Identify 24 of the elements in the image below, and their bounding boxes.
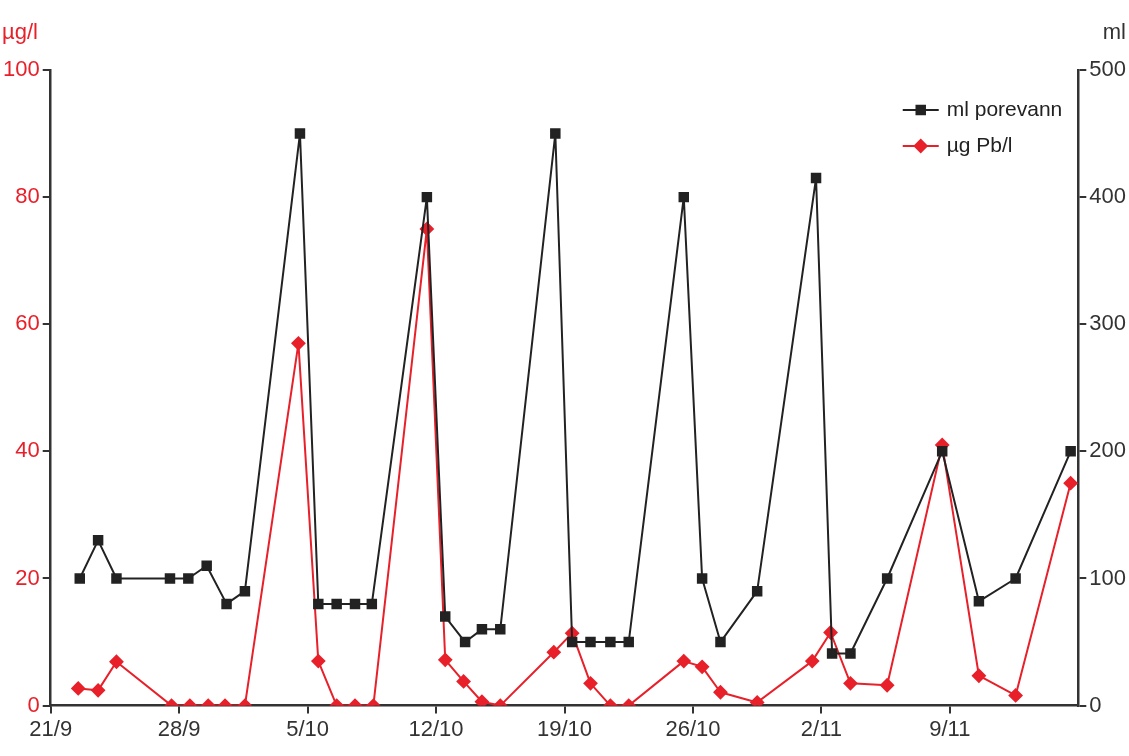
y-tick-label: 0 [27, 691, 40, 717]
y-axis-title: µg/l [2, 19, 38, 45]
x-tick-label: 21/9 [29, 715, 73, 741]
x-tick-label: 28/9 [157, 715, 201, 741]
y2-axis-title: ml [1102, 19, 1126, 45]
y-tick-label: 40 [15, 437, 40, 463]
y-tick-label: 60 [15, 310, 40, 336]
y-tick-label: 80 [15, 183, 40, 209]
x-tick-label: 2/11 [800, 715, 842, 741]
legend-label: ml porevann [946, 96, 1063, 120]
y2-tick-label: 400 [1089, 183, 1127, 209]
x-tick-label: 12/10 [408, 715, 464, 741]
y-tick-label: 20 [15, 564, 40, 590]
y2-tick-label: 100 [1089, 564, 1127, 590]
x-tick-label: 19/10 [536, 715, 593, 741]
y-tick-label: 100 [2, 56, 40, 82]
y2-tick-label: 200 [1089, 437, 1127, 463]
x-tick-label: 26/10 [665, 715, 721, 741]
x-tick-label: 9/11 [929, 715, 971, 741]
y2-tick-label: 0 [1089, 691, 1102, 717]
y2-tick-label: 500 [1089, 56, 1127, 82]
y2-tick-label: 300 [1089, 310, 1127, 336]
legend-label: µg Pb/l [946, 132, 1013, 156]
x-tick-label: 5/10 [286, 715, 330, 741]
